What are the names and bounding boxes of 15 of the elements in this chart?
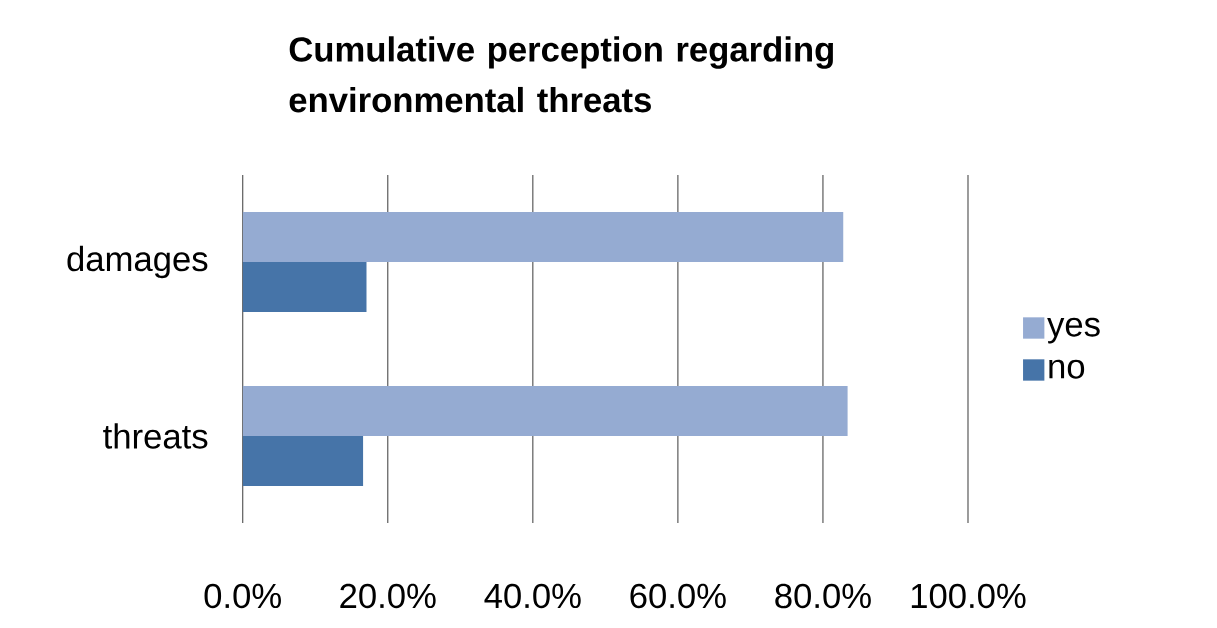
x-tick-label: 20.0%	[340, 583, 436, 609]
bar	[242, 435, 364, 486]
x-tick-label: 80.0%	[775, 583, 871, 609]
x-tick-label: 60.0%	[630, 583, 726, 609]
bar	[242, 212, 844, 262]
legend-label: no	[1049, 359, 1085, 379]
bar	[242, 385, 848, 436]
y-tick-label: damages	[67, 245, 208, 279]
x-tick-label: 40.0%	[484, 583, 581, 609]
bar	[242, 261, 367, 312]
y-tick-label: threats	[103, 423, 208, 449]
chart-title: Cumulative perception regarding environmental threats	[289, 36, 833, 113]
x-tick-label: 100.0%	[911, 583, 1026, 609]
x-tick-label: 0.0%	[204, 583, 281, 609]
legend-label: yes	[1047, 317, 1100, 344]
